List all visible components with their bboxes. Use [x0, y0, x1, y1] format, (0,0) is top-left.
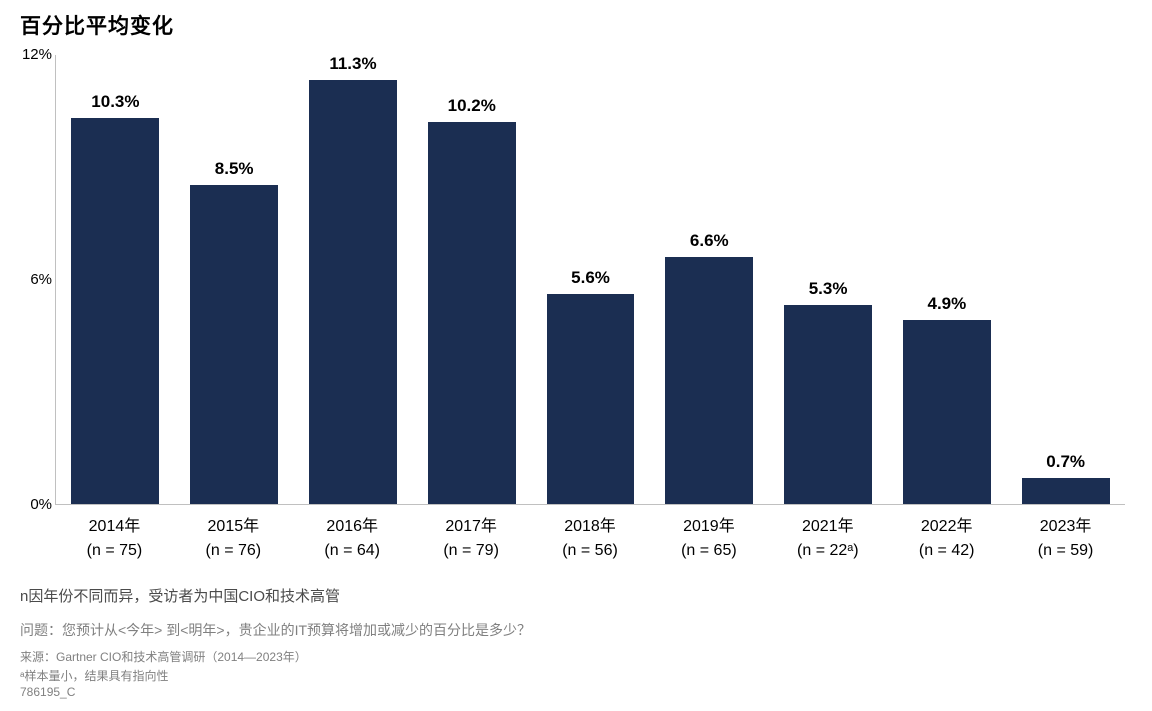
x-category-year: 2018年	[531, 515, 650, 539]
x-category-n: (n = 42)	[887, 539, 1006, 563]
bar-value-label: 4.9%	[887, 294, 1006, 314]
x-axis-labels: 2014年(n = 75)2015年(n = 76)2016年(n = 64)2…	[55, 515, 1125, 563]
chart-container: 百分比平均变化 10.3% 8.5% 11.3% 10.2% 5.6%6.6% 5.3%4…	[0, 0, 1152, 711]
x-category: 2019年(n = 65)	[649, 515, 768, 563]
y-tick: 6%	[30, 271, 52, 288]
bar-slot: 10.2%	[412, 55, 531, 504]
x-category-year: 2021年	[768, 515, 887, 539]
x-category-year: 2023年	[1006, 515, 1125, 539]
x-category-n: (n = 76)	[174, 539, 293, 563]
bar	[665, 257, 753, 505]
x-category-n: (n = 59)	[1006, 539, 1125, 563]
x-category: 2022年(n = 42)	[887, 515, 1006, 563]
x-category: 2018年(n = 56)	[531, 515, 650, 563]
x-category: 2015年(n = 76)	[174, 515, 293, 563]
plot-area: 10.3% 8.5% 11.3% 10.2% 5.6%6.6% 5.3%4.9% 0.7%	[55, 55, 1125, 505]
bar-slot: 0.7%	[1006, 55, 1125, 504]
x-category-n: (n = 22ᵃ)	[768, 539, 887, 563]
footnote-sample: n因年份不同而异，受访者为中国CIO和技术高管	[20, 585, 340, 606]
bar-slot: 10.3%	[56, 55, 175, 504]
bar-value-label: 10.2%	[412, 96, 531, 116]
x-category-n: (n = 65)	[649, 539, 768, 563]
bar-value-label: 0.7%	[1006, 452, 1125, 472]
bar-value-label: 8.5%	[175, 159, 294, 179]
chart-title: 百分比平均变化	[20, 10, 174, 40]
x-category-year: 2015年	[174, 515, 293, 539]
bar-value-label: 6.6%	[650, 231, 769, 251]
x-category-n: (n = 75)	[55, 539, 174, 563]
y-tick: 12%	[22, 46, 52, 63]
x-category: 2017年(n = 79)	[412, 515, 531, 563]
y-tick: 0%	[30, 496, 52, 513]
bar-value-label: 5.3%	[769, 279, 888, 299]
x-category-n: (n = 64)	[293, 539, 412, 563]
x-category-year: 2017年	[412, 515, 531, 539]
bar-slot: 6.6%	[650, 55, 769, 504]
x-category-year: 2014年	[55, 515, 174, 539]
bar-value-label: 11.3%	[294, 54, 413, 74]
x-category: 2021年(n = 22ᵃ)	[768, 515, 887, 563]
bar	[784, 305, 872, 504]
x-category: 2023年(n = 59)	[1006, 515, 1125, 563]
bar	[309, 80, 397, 504]
footnote-source: 来源：Gartner CIO和技术高管调研（2014—2023年）	[20, 648, 307, 665]
x-category-year: 2016年	[293, 515, 412, 539]
bar-slot: 5.6%	[531, 55, 650, 504]
bar	[1022, 478, 1110, 504]
x-category-n: (n = 79)	[412, 539, 531, 563]
bar	[903, 320, 991, 504]
bar-slot: 5.3%	[769, 55, 888, 504]
bar-slot: 11.3%	[294, 55, 413, 504]
footnote-id: 786195_C	[20, 685, 75, 699]
x-category: 2014年(n = 75)	[55, 515, 174, 563]
bar	[428, 122, 516, 505]
x-category-year: 2022年	[887, 515, 1006, 539]
bar-value-label: 10.3%	[56, 92, 175, 112]
bar	[190, 185, 278, 504]
bars-row: 10.3% 8.5% 11.3% 10.2% 5.6%6.6% 5.3%4.9% 0.7%	[56, 55, 1125, 504]
bar-value-label: 5.6%	[531, 268, 650, 288]
x-category-year: 2019年	[649, 515, 768, 539]
footnote-question: 问题：您预计从<今年> 到<明年>，贵企业的IT预算将增加或减少的百分比是多少？	[20, 620, 531, 640]
footnote-caveat: ᵃ样本量小，结果具有指向性	[20, 667, 168, 684]
bar	[547, 294, 635, 504]
bar	[71, 118, 159, 504]
x-category-n: (n = 56)	[531, 539, 650, 563]
x-category: 2016年(n = 64)	[293, 515, 412, 563]
bar-slot: 8.5%	[175, 55, 294, 504]
bar-slot: 4.9%	[887, 55, 1006, 504]
